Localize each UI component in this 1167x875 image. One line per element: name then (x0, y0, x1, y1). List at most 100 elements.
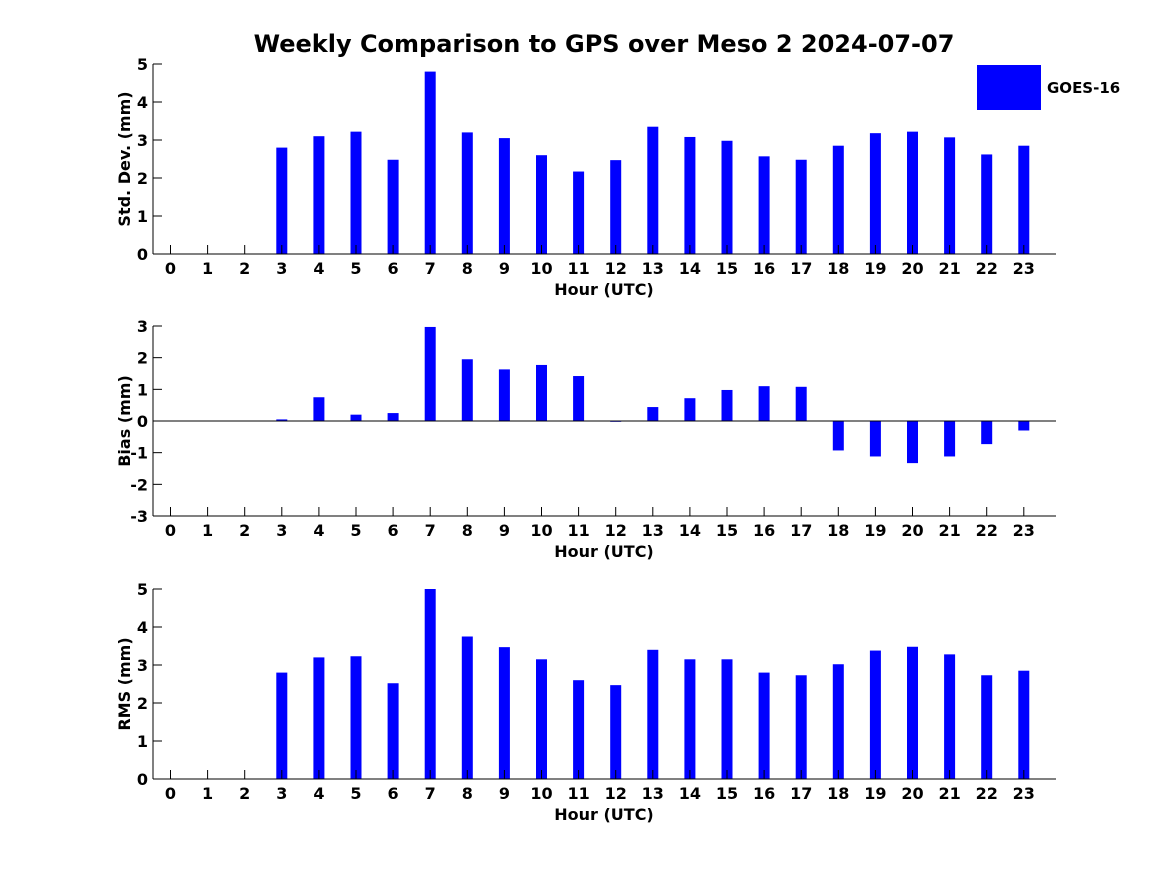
bar-hour-10 (536, 659, 547, 779)
bar-hour-8 (461, 636, 473, 779)
y-axis-label: Std. Dev. (mm) (115, 91, 134, 226)
x-tick-label: 21 (938, 521, 960, 540)
chart-title: Weekly Comparison to GPS over Meso 2 202… (254, 30, 955, 58)
bar-hour-13 (647, 407, 659, 421)
x-tick-label: 23 (1013, 259, 1035, 278)
bar-hour-23 (1018, 670, 1030, 779)
bar-hour-3 (276, 147, 288, 254)
bar-hour-7 (424, 71, 436, 254)
x-tick-label: 14 (679, 784, 701, 803)
bar-hour-21 (944, 137, 956, 254)
x-tick-label: 13 (642, 521, 664, 540)
y-tick-label: 5 (137, 55, 148, 74)
y-tick-label: 2 (137, 694, 148, 713)
bar-hour-8 (461, 359, 473, 421)
x-tick-label: 16 (753, 259, 775, 278)
y-tick-label: -1 (130, 444, 148, 463)
x-tick-label: 6 (388, 521, 399, 540)
bar-hour-18 (832, 421, 844, 451)
x-tick-label: 18 (827, 784, 849, 803)
bar-hour-11 (573, 680, 585, 779)
bar-hour-17 (795, 386, 807, 421)
bar-hour-22 (981, 675, 993, 779)
bar-hour-18 (832, 664, 844, 779)
bar-hour-16 (758, 672, 770, 779)
x-tick-label: 7 (425, 259, 436, 278)
bar-hour-19 (869, 650, 881, 779)
x-tick-label: 16 (753, 784, 775, 803)
bar-hour-14 (684, 398, 696, 421)
x-axis-label: Hour (UTC) (554, 280, 654, 299)
bar-hour-5 (350, 656, 362, 779)
x-tick-label: 12 (605, 521, 627, 540)
x-tick-label: 5 (350, 521, 361, 540)
x-tick-label: 5 (350, 784, 361, 803)
x-tick-label: 13 (642, 784, 664, 803)
y-tick-label: 4 (137, 93, 148, 112)
bar-hour-16 (758, 386, 770, 421)
x-tick-label: 19 (864, 784, 886, 803)
y-tick-label: 2 (137, 349, 148, 368)
bar-hour-18 (832, 145, 844, 254)
legend-swatch (977, 65, 1041, 110)
x-tick-label: 12 (605, 259, 627, 278)
x-tick-label: 18 (827, 259, 849, 278)
x-tick-label: 21 (938, 259, 960, 278)
x-tick-label: 9 (499, 259, 510, 278)
x-tick-label: 13 (642, 259, 664, 278)
x-tick-label: 0 (165, 259, 176, 278)
x-tick-label: 7 (425, 784, 436, 803)
x-tick-label: 14 (679, 259, 701, 278)
y-tick-label: 2 (137, 169, 148, 188)
x-tick-label: 3 (276, 521, 287, 540)
bar-hour-13 (647, 649, 659, 779)
x-tick-label: 1 (202, 521, 213, 540)
y-tick-label: 3 (137, 131, 148, 150)
x-tick-label: 10 (530, 521, 552, 540)
x-tick-label: 11 (567, 521, 589, 540)
x-tick-label: 3 (276, 784, 287, 803)
x-tick-label: 20 (901, 784, 923, 803)
bar-hour-3 (276, 672, 288, 779)
x-tick-label: 10 (530, 259, 552, 278)
bar-hour-14 (684, 659, 696, 779)
bar-hour-21 (944, 421, 956, 457)
bar-hour-12 (610, 685, 622, 779)
x-tick-label: 7 (425, 521, 436, 540)
x-tick-label: 19 (864, 521, 886, 540)
y-tick-label: 0 (137, 245, 148, 264)
x-tick-label: 22 (976, 521, 998, 540)
bar-hour-14 (684, 136, 696, 254)
x-tick-label: 20 (901, 521, 923, 540)
bar-hour-20 (907, 421, 918, 464)
x-tick-label: 9 (499, 784, 510, 803)
bar-hour-6 (387, 413, 399, 421)
x-tick-label: 20 (901, 259, 923, 278)
x-tick-label: 2 (239, 521, 250, 540)
legend: GOES-16 (977, 65, 1120, 110)
bar-hour-23 (1018, 145, 1030, 254)
bar-hour-7 (424, 326, 436, 421)
bar-hour-21 (944, 654, 956, 779)
x-tick-label: 2 (239, 259, 250, 278)
bar-hour-22 (981, 154, 993, 254)
x-tick-label: 17 (790, 259, 812, 278)
bar-hour-23 (1018, 421, 1030, 431)
x-tick-label: 1 (202, 784, 213, 803)
bar-hour-4 (313, 397, 325, 421)
bar-hour-9 (498, 138, 510, 254)
bar-hour-15 (721, 389, 733, 421)
y-axis-label: Bias (mm) (115, 375, 134, 467)
x-tick-label: 4 (313, 784, 324, 803)
x-tick-label: 16 (753, 521, 775, 540)
bar-hour-22 (981, 421, 993, 445)
bar-hour-17 (795, 675, 807, 779)
x-tick-label: 3 (276, 259, 287, 278)
x-tick-label: 8 (462, 784, 473, 803)
x-tick-label: 15 (716, 784, 738, 803)
bar-hour-20 (907, 131, 918, 254)
x-tick-label: 4 (313, 259, 324, 278)
